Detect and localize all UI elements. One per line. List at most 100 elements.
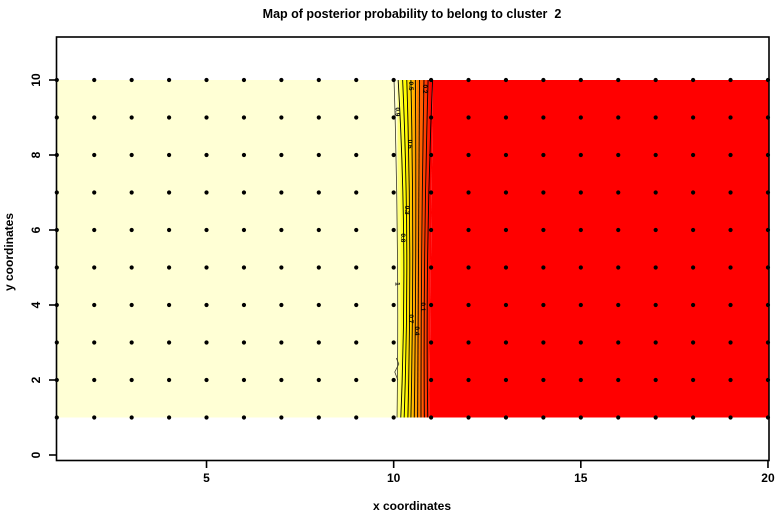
data-point bbox=[241, 227, 247, 233]
data-point bbox=[616, 190, 621, 195]
data-point bbox=[728, 227, 733, 233]
data-point bbox=[129, 152, 134, 158]
data-point bbox=[129, 415, 134, 420]
data-point bbox=[616, 415, 621, 420]
data-point bbox=[503, 265, 509, 270]
contour-line-0.1 bbox=[426, 79, 434, 418]
data-point bbox=[466, 77, 471, 83]
contour-label-0.6: 0.6 bbox=[406, 140, 413, 149]
data-point bbox=[241, 190, 247, 195]
data-point bbox=[691, 77, 696, 83]
data-point bbox=[92, 265, 97, 270]
data-point bbox=[691, 340, 696, 345]
data-point bbox=[728, 302, 733, 308]
data-point bbox=[166, 190, 172, 195]
data-point bbox=[279, 227, 284, 233]
data-point bbox=[354, 265, 359, 270]
data-point bbox=[653, 377, 658, 383]
data-point bbox=[391, 265, 396, 270]
data-point bbox=[204, 340, 209, 345]
data-point bbox=[578, 265, 583, 270]
data-point bbox=[279, 190, 284, 195]
data-point bbox=[129, 302, 134, 308]
data-point bbox=[166, 377, 172, 383]
data-point bbox=[541, 302, 546, 308]
plot-border-box bbox=[55, 36, 770, 462]
data-point bbox=[691, 115, 696, 120]
data-point bbox=[204, 190, 209, 195]
data-point bbox=[429, 265, 434, 270]
data-point bbox=[691, 190, 696, 195]
data-point bbox=[129, 190, 134, 195]
data-point bbox=[691, 377, 696, 383]
data-point bbox=[204, 415, 209, 420]
contour-label-0.3: 0.3 bbox=[403, 206, 410, 215]
data-point bbox=[316, 302, 321, 308]
data-point bbox=[92, 415, 97, 420]
data-point bbox=[429, 77, 434, 83]
data-point bbox=[354, 115, 359, 120]
data-point bbox=[728, 265, 733, 270]
data-point bbox=[466, 415, 471, 420]
contour-label-0.4: 0.4 bbox=[413, 326, 420, 335]
y-axis-label: y coordinates bbox=[2, 213, 16, 291]
data-point bbox=[728, 152, 733, 158]
data-point bbox=[429, 415, 434, 420]
data-point bbox=[578, 340, 583, 345]
data-point bbox=[653, 415, 658, 420]
data-point bbox=[429, 340, 434, 345]
data-point bbox=[429, 115, 434, 120]
data-point bbox=[204, 302, 209, 308]
data-point bbox=[541, 415, 546, 420]
data-point bbox=[429, 302, 434, 308]
data-point bbox=[503, 152, 509, 158]
data-point bbox=[541, 340, 546, 345]
data-point bbox=[466, 227, 471, 233]
data-point bbox=[616, 377, 621, 383]
data-point bbox=[616, 227, 621, 233]
data-point bbox=[92, 340, 97, 345]
data-point bbox=[391, 77, 396, 83]
data-point bbox=[354, 377, 359, 383]
data-point bbox=[316, 227, 321, 233]
data-point bbox=[578, 302, 583, 308]
data-point bbox=[691, 152, 696, 158]
y-axis-tick-label: 4 bbox=[29, 301, 43, 308]
contour-label-0.5: 0.5 bbox=[407, 81, 414, 90]
data-point bbox=[166, 152, 172, 158]
data-point bbox=[92, 227, 97, 233]
data-point bbox=[429, 190, 434, 195]
x-axis-label: x coordinates bbox=[373, 499, 451, 513]
data-point bbox=[466, 190, 471, 195]
contour-line-0.4 bbox=[417, 79, 420, 418]
data-point bbox=[316, 190, 321, 195]
data-point bbox=[691, 227, 696, 233]
y-axis-tick-label: 0 bbox=[29, 451, 43, 458]
data-point bbox=[129, 77, 134, 83]
data-point bbox=[691, 265, 696, 270]
data-point bbox=[92, 152, 97, 158]
data-point bbox=[541, 265, 546, 270]
data-point bbox=[129, 227, 134, 233]
data-point bbox=[92, 115, 97, 120]
x-axis-tick-label: 20 bbox=[761, 471, 775, 485]
data-point bbox=[616, 302, 621, 308]
data-point bbox=[129, 265, 134, 270]
data-point bbox=[391, 302, 396, 308]
data-point bbox=[241, 265, 247, 270]
data-point bbox=[503, 302, 509, 308]
x-axis-tick-label: 15 bbox=[574, 471, 588, 485]
data-point bbox=[204, 152, 209, 158]
y-axis-tick-label: 6 bbox=[29, 226, 43, 233]
data-point bbox=[204, 77, 209, 83]
data-point bbox=[541, 77, 546, 83]
data-point bbox=[129, 340, 134, 345]
data-point bbox=[541, 152, 546, 158]
data-point bbox=[279, 265, 284, 270]
data-point bbox=[204, 377, 209, 383]
data-point bbox=[466, 340, 471, 345]
data-point bbox=[653, 115, 658, 120]
data-point bbox=[578, 115, 583, 120]
data-point bbox=[129, 377, 134, 383]
data-point bbox=[503, 227, 509, 233]
